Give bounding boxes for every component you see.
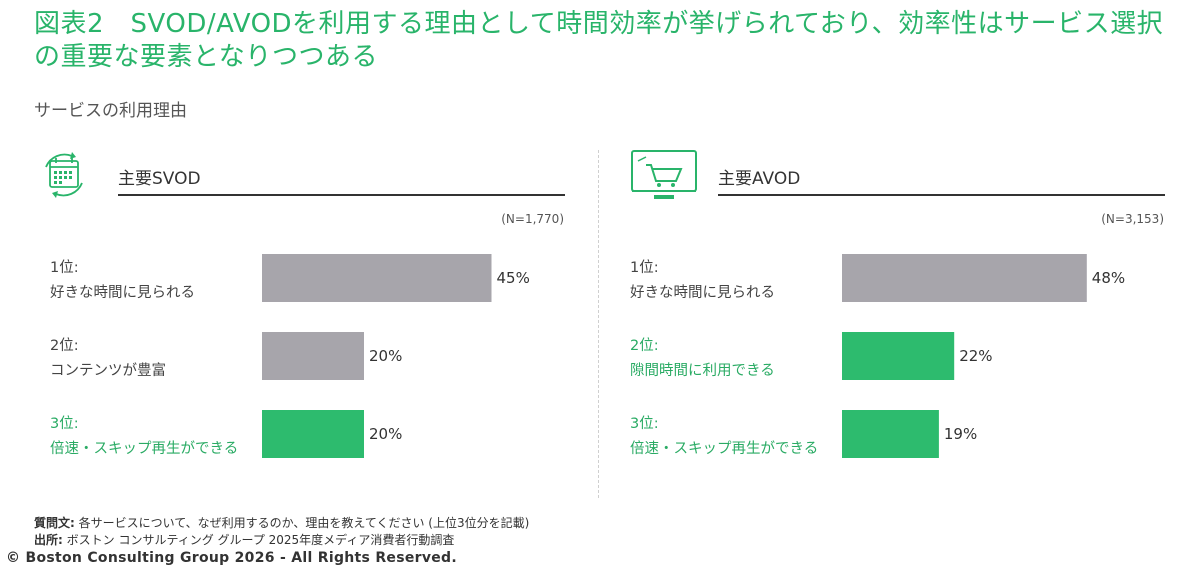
avod-bar-chart: 1位: 好きな時間に見られる 48% 2位: 隙間時間に利用できる 22% 3位: 倍速・スキ… [630,254,1125,458]
source-text: ボストン コンサルティング グループ 2025年度メディア消費者行動調査 [62,533,455,547]
question-note: 質問文: 各サービスについて、なぜ利用するのか、理由を教えてください (上位3位… [34,514,529,531]
avod-title-rule [718,194,1165,196]
bar [842,254,1087,302]
rank-label: 1位: [50,259,79,276]
avod-panel: 主要AVOD (N=3,153) 1位: 好きな時間に見られる 48% 2位: 隙間時間… [598,140,1165,490]
page-title: 図表2 SVOD/AVODを利用する理由として時間効率が挙げられており、効率性は… [34,9,1164,72]
reason-label: 好きな時間に見られる [50,284,195,301]
svod-sample-size: (N=1,770) [501,212,564,226]
avod-panel-title: 主要AVOD [718,169,801,189]
calendar-icon [45,152,83,198]
rank-label: 3位: [630,415,659,432]
copyright: © Boston Consulting Group 2026 - All Rig… [6,550,457,566]
bar [262,332,364,380]
bar [842,410,939,458]
svod-panel-title: 主要SVOD [118,169,201,189]
source-note: 出所: ボストン コンサルティング グループ 2025年度メディア消費者行動調査 [34,531,454,548]
svod-title-rule [118,194,565,196]
chart-subtitle: サービスの利用理由 [34,101,187,121]
question-text: 各サービスについて、なぜ利用するのか、理由を教えてください (上位3位分を記載) [74,516,530,530]
question-label: 質問文: [34,516,75,530]
rank-label: 2位: [630,337,659,354]
rank-label: 3位: [50,415,79,432]
svod-bar-chart: 1位: 好きな時間に見られる 45% 2位: コンテンツが豊富 20% 3位: 倍速・スキップ… [50,254,530,458]
bar [262,410,364,458]
bar-value-label: 22% [959,347,992,365]
avod-sample-size: (N=3,153) [1101,212,1164,226]
source-label: 出所: [34,533,63,547]
bar-value-label: 45% [497,269,530,287]
reason-label: 倍速・スキップ再生ができる [630,440,818,457]
reason-label: 倍速・スキップ再生ができる [50,440,238,457]
rank-label: 1位: [630,259,659,276]
bar-value-label: 20% [369,425,402,443]
svod-panel: 主要SVOD (N=1,770) 1位: 好きな時間に見られる 45% 2位: コンテン… [0,140,565,490]
reason-label: 好きな時間に見られる [630,284,775,301]
reason-label: コンテンツが豊富 [50,361,166,379]
shopping-cart-monitor-icon [631,150,697,199]
bar-value-label: 48% [1092,269,1125,287]
reason-label: 隙間時間に利用できる [630,362,775,379]
bar-value-label: 19% [944,425,977,443]
bar [262,254,492,302]
rank-label: 2位: [50,337,79,354]
bar [842,332,955,380]
panel-divider [598,150,599,498]
bar-value-label: 20% [369,347,402,365]
